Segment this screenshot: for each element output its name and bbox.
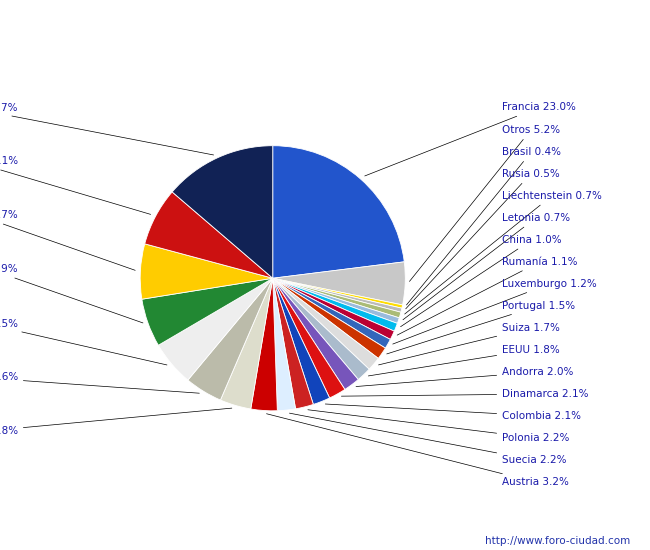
Text: Polonia 2.2%: Polonia 2.2% bbox=[308, 410, 569, 443]
Wedge shape bbox=[273, 278, 313, 409]
Text: Reino Unido 7.1%: Reino Unido 7.1% bbox=[0, 156, 151, 214]
Text: Dinamarca 2.1%: Dinamarca 2.1% bbox=[341, 389, 589, 399]
Text: Letonia 0.7%: Letonia 0.7% bbox=[403, 213, 570, 320]
Wedge shape bbox=[273, 278, 358, 389]
Wedge shape bbox=[273, 278, 391, 348]
Text: Bélgica 5.5%: Bélgica 5.5% bbox=[0, 318, 167, 365]
Text: http://www.foro-ciudad.com: http://www.foro-ciudad.com bbox=[486, 536, 630, 546]
Wedge shape bbox=[172, 146, 273, 278]
Text: Andorra 2.0%: Andorra 2.0% bbox=[356, 367, 573, 387]
Text: Brasil 0.4%: Brasil 0.4% bbox=[406, 146, 561, 305]
Wedge shape bbox=[273, 278, 395, 339]
Text: Liechtenstein 0.7%: Liechtenstein 0.7% bbox=[405, 191, 602, 314]
Text: Alemania 6.7%: Alemania 6.7% bbox=[0, 211, 135, 271]
Text: Reus - Turistas extranjeros según país - Abril de 2024: Reus - Turistas extranjeros según país -… bbox=[121, 13, 529, 29]
Wedge shape bbox=[273, 278, 402, 308]
Text: Francia 23.0%: Francia 23.0% bbox=[365, 102, 576, 176]
Wedge shape bbox=[273, 146, 404, 278]
Wedge shape bbox=[273, 278, 296, 411]
Wedge shape bbox=[251, 278, 278, 411]
Wedge shape bbox=[273, 262, 406, 305]
Text: Rumanía 1.1%: Rumanía 1.1% bbox=[397, 257, 578, 335]
Text: Suecia 2.2%: Suecia 2.2% bbox=[289, 413, 567, 465]
Wedge shape bbox=[273, 278, 385, 359]
Wedge shape bbox=[142, 278, 273, 345]
Text: Colombia 2.1%: Colombia 2.1% bbox=[325, 404, 581, 421]
Text: Irlanda 3.8%: Irlanda 3.8% bbox=[0, 408, 232, 436]
Text: China 1.0%: China 1.0% bbox=[400, 235, 562, 327]
Wedge shape bbox=[145, 192, 273, 278]
Wedge shape bbox=[140, 244, 273, 299]
Text: Otros 5.2%: Otros 5.2% bbox=[410, 124, 560, 282]
Wedge shape bbox=[273, 278, 397, 331]
Wedge shape bbox=[273, 278, 399, 323]
Text: EEUU 1.8%: EEUU 1.8% bbox=[369, 345, 560, 376]
Wedge shape bbox=[188, 278, 273, 400]
Text: Italia 5.9%: Italia 5.9% bbox=[0, 265, 143, 323]
Text: Portugal 1.5%: Portugal 1.5% bbox=[387, 301, 575, 354]
Wedge shape bbox=[220, 278, 273, 409]
Text: Marruecos 4.6%: Marruecos 4.6% bbox=[0, 372, 200, 393]
Text: Luxemburgo 1.2%: Luxemburgo 1.2% bbox=[393, 279, 597, 344]
Text: Suiza 1.7%: Suiza 1.7% bbox=[378, 323, 560, 365]
Wedge shape bbox=[273, 278, 402, 312]
Wedge shape bbox=[159, 278, 273, 380]
Text: Países Bajos 13.7%: Países Bajos 13.7% bbox=[0, 102, 214, 155]
Wedge shape bbox=[273, 278, 345, 398]
Wedge shape bbox=[273, 278, 401, 318]
Wedge shape bbox=[273, 278, 330, 404]
Text: Austria 3.2%: Austria 3.2% bbox=[266, 414, 569, 487]
Text: Rusia 0.5%: Rusia 0.5% bbox=[406, 169, 560, 309]
Wedge shape bbox=[273, 278, 369, 380]
Wedge shape bbox=[273, 278, 378, 369]
